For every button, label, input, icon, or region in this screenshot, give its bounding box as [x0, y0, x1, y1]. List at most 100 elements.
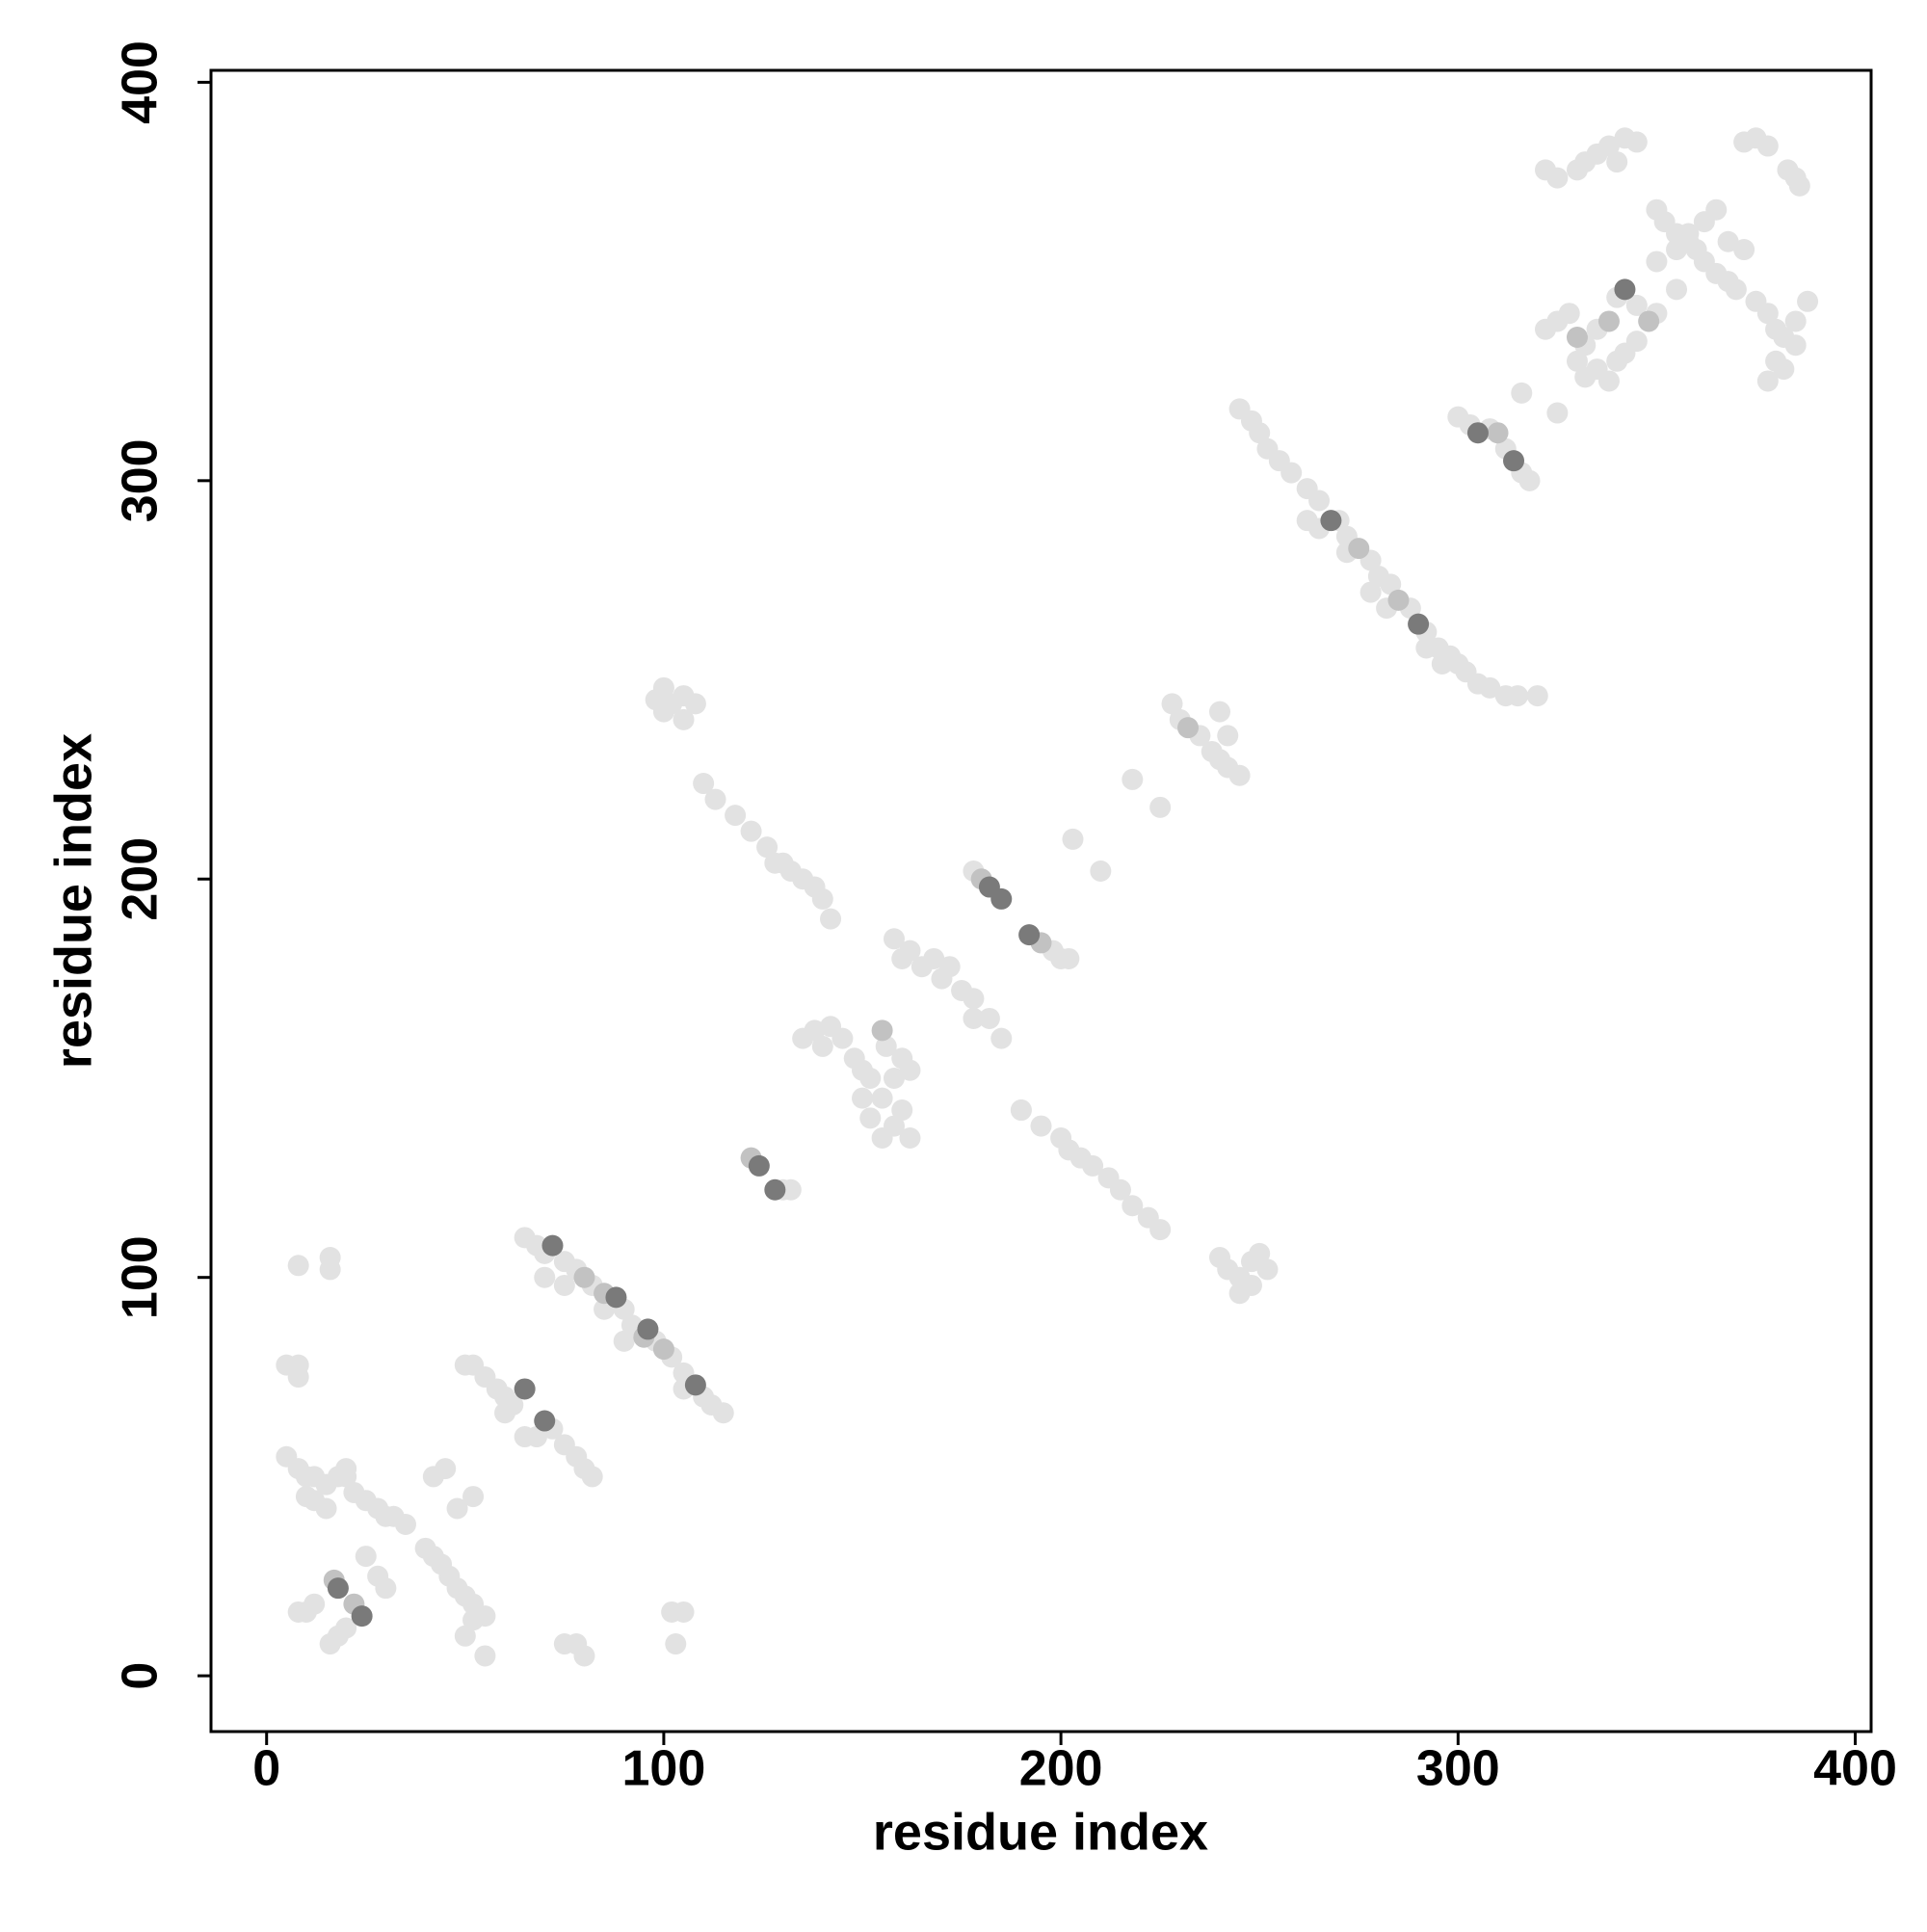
contact-point: [1725, 278, 1747, 301]
contact-point: [1030, 1115, 1052, 1137]
contact-point: [725, 805, 747, 827]
contact-point: [1733, 239, 1755, 261]
contact-point: [899, 940, 921, 962]
contact-point: [605, 1286, 627, 1309]
contact-point: [990, 1027, 1013, 1049]
contact-point: [673, 1601, 695, 1623]
x-tick-label: 400: [1813, 1741, 1897, 1797]
contact-point: [1546, 167, 1569, 189]
contact-point: [938, 956, 961, 978]
contact-point: [1558, 303, 1580, 325]
contact-point: [327, 1577, 349, 1600]
contact-point: [526, 1426, 548, 1448]
contact-point: [820, 908, 842, 930]
contact-point: [1526, 685, 1548, 707]
contact-point: [351, 1605, 373, 1628]
contact-point: [684, 693, 706, 715]
contact-point: [693, 773, 715, 795]
contact-point: [811, 1035, 833, 1057]
contact-point: [832, 1027, 854, 1049]
contact-point: [315, 1497, 337, 1520]
y-tick-label: 200: [113, 837, 169, 921]
y-tick-label: 0: [113, 1662, 169, 1690]
contact-point: [534, 1410, 556, 1432]
contact-point: [1597, 310, 1620, 332]
contact-point: [978, 1007, 1000, 1029]
contact-point: [1788, 174, 1810, 197]
contact-point: [1228, 764, 1251, 786]
contact-point: [665, 1633, 687, 1655]
contact-point: [804, 1019, 826, 1042]
y-tick-label: 300: [113, 438, 169, 522]
contact-point: [553, 1274, 575, 1296]
contact-point: [1507, 685, 1529, 707]
contact-point: [494, 1402, 516, 1424]
contact-point: [1177, 717, 1200, 739]
contact-point: [871, 1126, 893, 1149]
contact-point: [1161, 693, 1183, 715]
contact-point: [1625, 331, 1648, 353]
contact-point: [1597, 135, 1620, 157]
contact-point: [899, 1126, 921, 1149]
contact-point: [1249, 1242, 1271, 1264]
contact-point: [287, 1255, 309, 1277]
contact-point: [1380, 573, 1402, 595]
contact-point: [1614, 278, 1636, 301]
contact-point: [1503, 450, 1525, 472]
contact-point: [1666, 239, 1688, 261]
contact-point: [871, 1019, 893, 1042]
contact-point: [1677, 223, 1700, 245]
contact-point: [1756, 135, 1779, 157]
contact-point: [394, 1514, 416, 1536]
x-tick-label: 200: [1019, 1741, 1103, 1797]
contact-point: [1566, 350, 1588, 372]
contact-point: [1208, 701, 1230, 723]
contact-point: [963, 988, 985, 1010]
contact-point: [899, 1059, 921, 1081]
contact-point: [355, 1546, 377, 1568]
contact-point: [1359, 581, 1382, 603]
contact-point: [613, 1330, 635, 1352]
contact-point: [1784, 334, 1807, 357]
contact-point: [1717, 230, 1739, 252]
contact-point: [684, 1374, 706, 1396]
contact-point: [1625, 294, 1648, 316]
contact-point: [871, 1087, 893, 1109]
contact-point: [462, 1609, 485, 1631]
x-axis-title: residue index: [873, 1803, 1208, 1861]
contact-point: [1705, 198, 1728, 221]
contact-point: [422, 1466, 444, 1488]
contact-point: [1415, 637, 1438, 659]
contact-point: [454, 1625, 476, 1647]
contact-point: [1109, 1178, 1131, 1201]
contact-point: [1387, 589, 1410, 611]
contact-point: [764, 1178, 786, 1201]
contact-point: [990, 887, 1013, 910]
contact-point: [1249, 422, 1271, 444]
contact-point: [1149, 1219, 1172, 1241]
contact-point: [287, 1601, 309, 1623]
contact-point: [1018, 924, 1041, 946]
contact-point: [673, 708, 695, 730]
contact-point: [652, 701, 674, 723]
contact-point: [963, 1007, 985, 1029]
contact-point: [581, 1466, 603, 1488]
contact-point: [1773, 358, 1795, 381]
contact-point: [875, 1035, 897, 1057]
contact-point: [1756, 303, 1779, 325]
contact-point: [1280, 462, 1303, 484]
contact-point: [740, 820, 762, 842]
contact-point: [779, 1178, 802, 1201]
contact-point: [1058, 947, 1080, 969]
contact-point: [335, 1617, 357, 1639]
contact-point: [1240, 1274, 1262, 1296]
contact-point: [1646, 251, 1668, 273]
x-tick-label: 300: [1416, 1741, 1500, 1797]
contact-point: [1638, 310, 1660, 332]
contact-point: [883, 928, 905, 950]
y-axis-title: residue index: [44, 733, 102, 1069]
contact-point: [1256, 1258, 1279, 1281]
y-tick-label: 400: [113, 40, 169, 124]
contact-point: [1518, 469, 1541, 491]
